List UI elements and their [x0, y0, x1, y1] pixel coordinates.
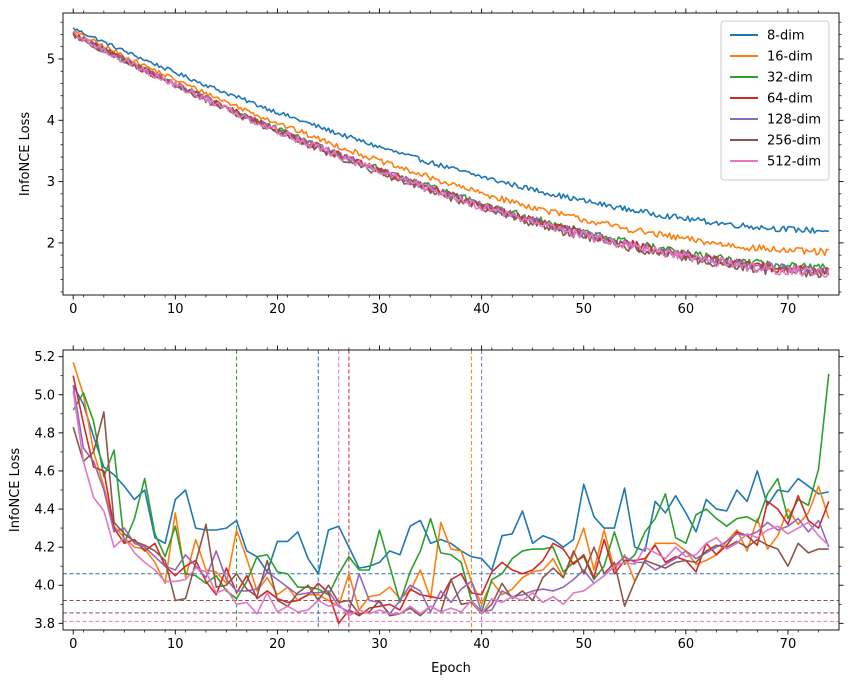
- y-tick-label: 4.2: [34, 541, 55, 556]
- legend: 8-dim 16-dim 32-dim 64-dim 128-dim 256-dim 512…: [720, 20, 830, 181]
- y-tick-label: 4.6: [34, 464, 55, 479]
- x-tick-label: 30: [371, 637, 388, 652]
- y-tick-label: 5.0: [34, 388, 55, 403]
- x-tick-label: 60: [678, 302, 695, 317]
- y-axis-label: InfoNCE Loss: [18, 112, 33, 196]
- series-line-256-dim: [72, 411, 829, 617]
- x-tick-label: 10: [167, 637, 184, 652]
- y-tick-label: 4.8: [34, 426, 55, 441]
- series-line-16-dim: [72, 30, 829, 257]
- y-tick-label: 3.8: [34, 617, 55, 632]
- y-tick-label: 4.4: [34, 503, 55, 518]
- chart-panel-2: 0 10 20 30 40 50 60 70 3.8 4.0 4.2 4.4 4.6 4.8 5.0 5.2 I…: [8, 345, 844, 676]
- y-tick-label: 5: [47, 52, 55, 67]
- y-axis-label: InfoNCE Loss: [8, 448, 23, 532]
- x-tick-label: 50: [575, 637, 592, 652]
- x-tick-label: 70: [780, 637, 797, 652]
- y-tick-label: 4: [47, 114, 55, 129]
- x-tick-label: 0: [69, 637, 77, 652]
- chart-panel-1: 0 10 20 30 40 50 60 70 2 3 4 5 InfoNCE Loss 8-dim 16-d…: [18, 8, 844, 317]
- x-tick-label: 60: [678, 637, 695, 652]
- y-tick-label: 3: [47, 175, 55, 190]
- legend-label-32-dim: 32-dim: [767, 71, 813, 86]
- plot-area: [63, 350, 839, 630]
- series-line-64-dim: [72, 32, 830, 276]
- x-tick-label: 70: [780, 302, 797, 317]
- x-tick-label: 40: [473, 637, 490, 652]
- series-line-8-dim: [72, 27, 829, 234]
- series-line-256-dim: [72, 33, 830, 279]
- x-axis-label: Epoch: [431, 661, 471, 676]
- axes-frame: [62, 349, 840, 631]
- x-tick-label: 20: [269, 302, 286, 317]
- y-tick-label: 5.2: [34, 350, 55, 365]
- legend-label-8-dim: 8-dim: [767, 29, 805, 44]
- series-line-512-dim: [72, 390, 830, 617]
- legend-label-16-dim: 16-dim: [767, 50, 813, 65]
- legend-label-64-dim: 64-dim: [767, 92, 813, 107]
- legend-label-512-dim: 512-dim: [767, 155, 821, 170]
- series-line-32-dim: [72, 373, 830, 613]
- series-line-128-dim: [72, 33, 830, 276]
- series-line-512-dim: [72, 30, 830, 278]
- x-tick-label: 0: [69, 302, 77, 317]
- series-line-16-dim: [72, 362, 830, 611]
- plot-area: [72, 27, 830, 279]
- x-tick-label: 50: [575, 302, 592, 317]
- x-tick-label: 30: [371, 302, 388, 317]
- series-line-32-dim: [72, 33, 830, 272]
- x-tick-label: 40: [473, 302, 490, 317]
- y-tick-label: 4.0: [34, 579, 55, 594]
- legend-label-256-dim: 256-dim: [767, 134, 821, 149]
- x-tick-label: 10: [167, 302, 184, 317]
- y-tick-label: 2: [47, 236, 55, 251]
- legend-label-128-dim: 128-dim: [767, 113, 821, 128]
- x-tick-label: 20: [269, 637, 286, 652]
- series-line-64-dim: [72, 375, 830, 625]
